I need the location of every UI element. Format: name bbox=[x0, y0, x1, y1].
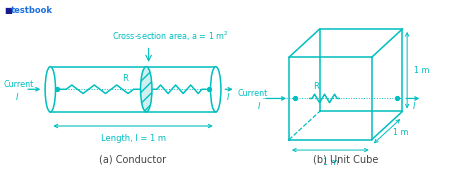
Text: 1 m: 1 m bbox=[414, 66, 430, 75]
Ellipse shape bbox=[140, 67, 152, 112]
Text: Current: Current bbox=[3, 80, 33, 89]
Text: R: R bbox=[313, 82, 319, 91]
Text: 1 m: 1 m bbox=[393, 128, 408, 137]
Text: ■: ■ bbox=[4, 6, 12, 15]
Text: Current: Current bbox=[237, 89, 267, 98]
Text: Cross-section area, a = 1 m$^2$: Cross-section area, a = 1 m$^2$ bbox=[111, 30, 228, 43]
Text: Length, l = 1 m: Length, l = 1 m bbox=[100, 135, 165, 143]
Ellipse shape bbox=[210, 67, 221, 112]
Ellipse shape bbox=[45, 67, 55, 112]
Text: (a) Conductor: (a) Conductor bbox=[100, 155, 166, 165]
Text: I: I bbox=[16, 93, 18, 102]
Text: (b) Unit Cube: (b) Unit Cube bbox=[313, 155, 378, 165]
Text: 1 m: 1 m bbox=[323, 158, 338, 167]
Text: I: I bbox=[258, 102, 260, 111]
Text: testbook: testbook bbox=[11, 6, 53, 15]
Text: I: I bbox=[413, 102, 416, 111]
Text: I: I bbox=[226, 93, 229, 102]
Text: R: R bbox=[122, 74, 128, 83]
